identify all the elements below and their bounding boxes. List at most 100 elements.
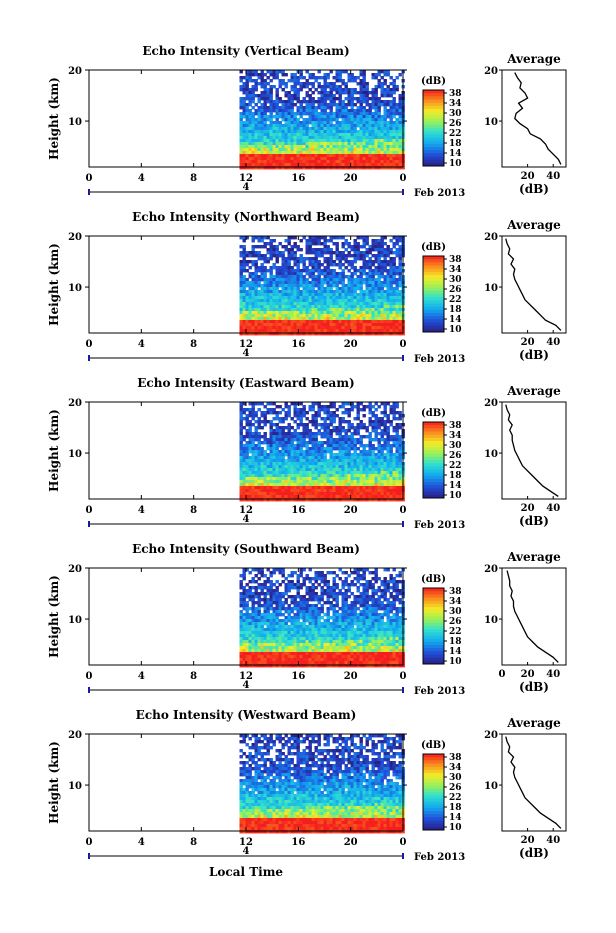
heatmap-cell (300, 157, 303, 160)
heatmap-cell (321, 254, 324, 257)
heatmap-cell (309, 326, 312, 329)
heatmap-cell (387, 444, 390, 447)
heatmap-cell (261, 568, 264, 571)
heatmap-cell (291, 145, 294, 148)
heatmap-cell (345, 429, 348, 432)
heatmap-cell (297, 275, 300, 278)
heatmap-cell (279, 465, 282, 468)
heatmap-cell (396, 453, 399, 456)
heatmap-cell (279, 278, 282, 281)
heatmap-cell (399, 477, 402, 480)
heatmap-cell (240, 293, 243, 296)
heatmap-cell (291, 417, 294, 420)
heatmap-cell (396, 459, 399, 462)
date-marker-label: 4 (243, 348, 250, 359)
heatmap-cell (276, 456, 279, 459)
heatmap-cell (261, 136, 264, 139)
heatmap-cell (303, 429, 306, 432)
heatmap-cell (264, 106, 267, 109)
x-tick-label: 0 (400, 339, 407, 350)
heatmap-cell (267, 311, 270, 314)
heatmap-cell (276, 459, 279, 462)
heatmap-cell (378, 495, 381, 498)
heatmap-cell (336, 133, 339, 136)
heatmap-cell (255, 260, 258, 263)
heatmap-cell (267, 471, 270, 474)
heatmap-cell (285, 320, 288, 323)
heatmap-cell (333, 157, 336, 160)
heatmap-cell (303, 317, 306, 320)
heatmap-cell (369, 257, 372, 260)
heatmap-cell (321, 100, 324, 103)
heatmap-cell (270, 423, 273, 426)
heatmap-cell (324, 236, 327, 239)
heatmap-cell (393, 287, 396, 290)
heatmap-cell (312, 423, 315, 426)
heatmap-cell (282, 426, 285, 429)
heatmap-cell (393, 483, 396, 486)
heatmap-cell (288, 408, 291, 411)
heatmap-cell (303, 133, 306, 136)
heatmap-cell (330, 456, 333, 459)
heatmap-cell (261, 97, 264, 100)
heatmap-cell (309, 100, 312, 103)
heatmap-cell (375, 272, 378, 275)
heatmap-cell (264, 417, 267, 420)
heatmap-cell (372, 495, 375, 498)
heatmap-cell (300, 474, 303, 477)
heatmap-cell (264, 495, 267, 498)
heatmap-cell (255, 323, 258, 326)
heatmap-cell (267, 323, 270, 326)
heatmap-cell (342, 136, 345, 139)
heatmap-cell (366, 248, 369, 251)
heatmap-cell (345, 465, 348, 468)
heatmap-cell (393, 320, 396, 323)
heatmap-cell (333, 127, 336, 130)
heatmap-cell (345, 239, 348, 242)
heatmap-cell (324, 447, 327, 450)
heatmap-cell (273, 462, 276, 465)
heatmap-cell (381, 299, 384, 302)
heatmap-cell (384, 154, 387, 157)
heatmap-cell (318, 103, 321, 106)
heatmap-cell (342, 106, 345, 109)
heatmap-cell (378, 296, 381, 299)
heatmap-cell (285, 145, 288, 148)
heatmap-cell (306, 432, 309, 435)
heatmap-cell (258, 329, 261, 332)
heatmap-cell (366, 459, 369, 462)
heatmap-cell (330, 432, 333, 435)
heatmap-cell (390, 109, 393, 112)
heatmap-cell (381, 154, 384, 157)
heatmap-cell (273, 402, 276, 405)
heatmap-cell (399, 438, 402, 441)
heatmap-cell (255, 326, 258, 329)
heatmap-cell (273, 483, 276, 486)
heatmap-cell (252, 251, 255, 254)
heatmap-cell (327, 266, 330, 269)
heatmap-cell (279, 417, 282, 420)
heatmap-cell (276, 106, 279, 109)
heatmap-cell (324, 308, 327, 311)
heatmap-cell (369, 492, 372, 495)
heatmap-cell (306, 489, 309, 492)
heatmap-cell (249, 139, 252, 142)
heatmap-cell (393, 468, 396, 471)
heatmap-cell (294, 447, 297, 450)
heatmap-cell (294, 474, 297, 477)
heatmap-cell (303, 302, 306, 305)
heatmap-cell (276, 133, 279, 136)
heatmap-cell (366, 450, 369, 453)
heatmap-cell (342, 242, 345, 245)
heatmap-cell (345, 82, 348, 85)
heatmap-cell (315, 257, 318, 260)
colorbar-tick-label: 30 (449, 109, 462, 119)
heatmap-cell (333, 263, 336, 266)
heatmap-cell (336, 73, 339, 76)
heatmap-cell (396, 438, 399, 441)
heatmap-cell (264, 471, 267, 474)
heatmap-cell (255, 314, 258, 317)
heatmap-cell (291, 296, 294, 299)
heatmap-cell (264, 480, 267, 483)
heatmap-cell (390, 118, 393, 121)
